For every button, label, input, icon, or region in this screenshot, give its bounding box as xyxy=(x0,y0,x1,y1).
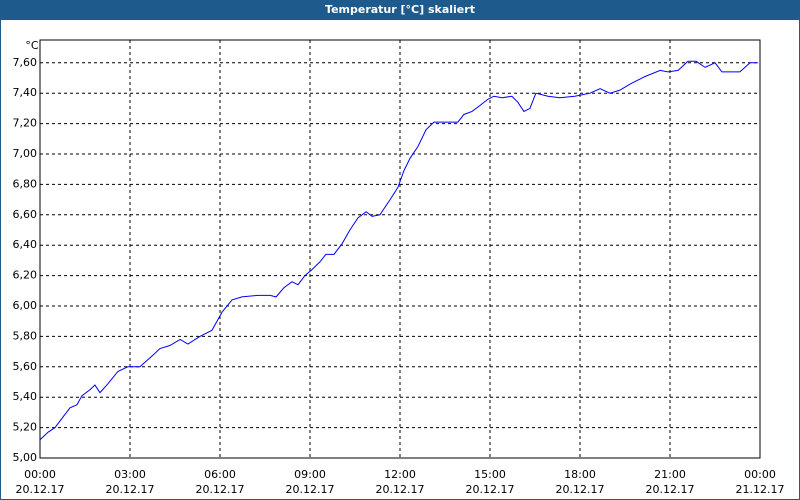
plot-frame xyxy=(39,39,761,459)
x-tick-date: 21.12.17 xyxy=(736,483,785,496)
x-tick-label: 06:00 xyxy=(204,468,236,481)
title-bar xyxy=(0,0,800,20)
x-tick-date: 20.12.17 xyxy=(466,483,515,496)
y-tick-label: 5,00 xyxy=(13,451,38,464)
x-tick-date: 20.12.17 xyxy=(196,483,245,496)
x-tick-label: 12:00 xyxy=(384,468,416,481)
x-tick-date: 20.12.17 xyxy=(286,483,335,496)
y-tick-label: 5,80 xyxy=(13,329,38,342)
x-tick-label: 15:00 xyxy=(474,468,506,481)
y-tick-label: 5,40 xyxy=(13,390,38,403)
x-tick-label: 21:00 xyxy=(654,468,686,481)
data-line xyxy=(39,60,758,441)
y-tick-label: 6,00 xyxy=(13,299,38,312)
y-tick-label: 7,20 xyxy=(13,117,38,130)
x-tick-label: 18:00 xyxy=(564,468,596,481)
x-tick-label: 09:00 xyxy=(294,468,326,481)
y-tick-label: 5,20 xyxy=(13,421,38,434)
y-tick-label: 7,00 xyxy=(13,147,38,160)
chart-title: Temperatur [°C] skaliert xyxy=(325,3,475,16)
x-tick-label: 03:00 xyxy=(114,468,146,481)
x-tick-date: 20.12.17 xyxy=(556,483,605,496)
x-tick-date: 20.12.17 xyxy=(106,483,155,496)
x-tick-date: 20.12.17 xyxy=(16,483,65,496)
x-tick-date: 20.12.17 xyxy=(646,483,695,496)
y-tick-label: 6,40 xyxy=(13,238,38,251)
y-tick-label: 5,60 xyxy=(13,360,38,373)
y-tick-label: 6,60 xyxy=(13,208,38,221)
x-tick-label: 00:00 xyxy=(744,468,776,481)
x-tick-label: 00:00 xyxy=(24,468,56,481)
x-tick-date: 20.12.17 xyxy=(376,483,425,496)
y-unit: °C xyxy=(25,39,39,52)
y-tick-label: 6,20 xyxy=(13,269,38,282)
y-tick-label: 7,40 xyxy=(13,86,38,99)
y-tick-label: 6,80 xyxy=(13,177,38,190)
y-tick-label: 7,60 xyxy=(13,56,38,69)
